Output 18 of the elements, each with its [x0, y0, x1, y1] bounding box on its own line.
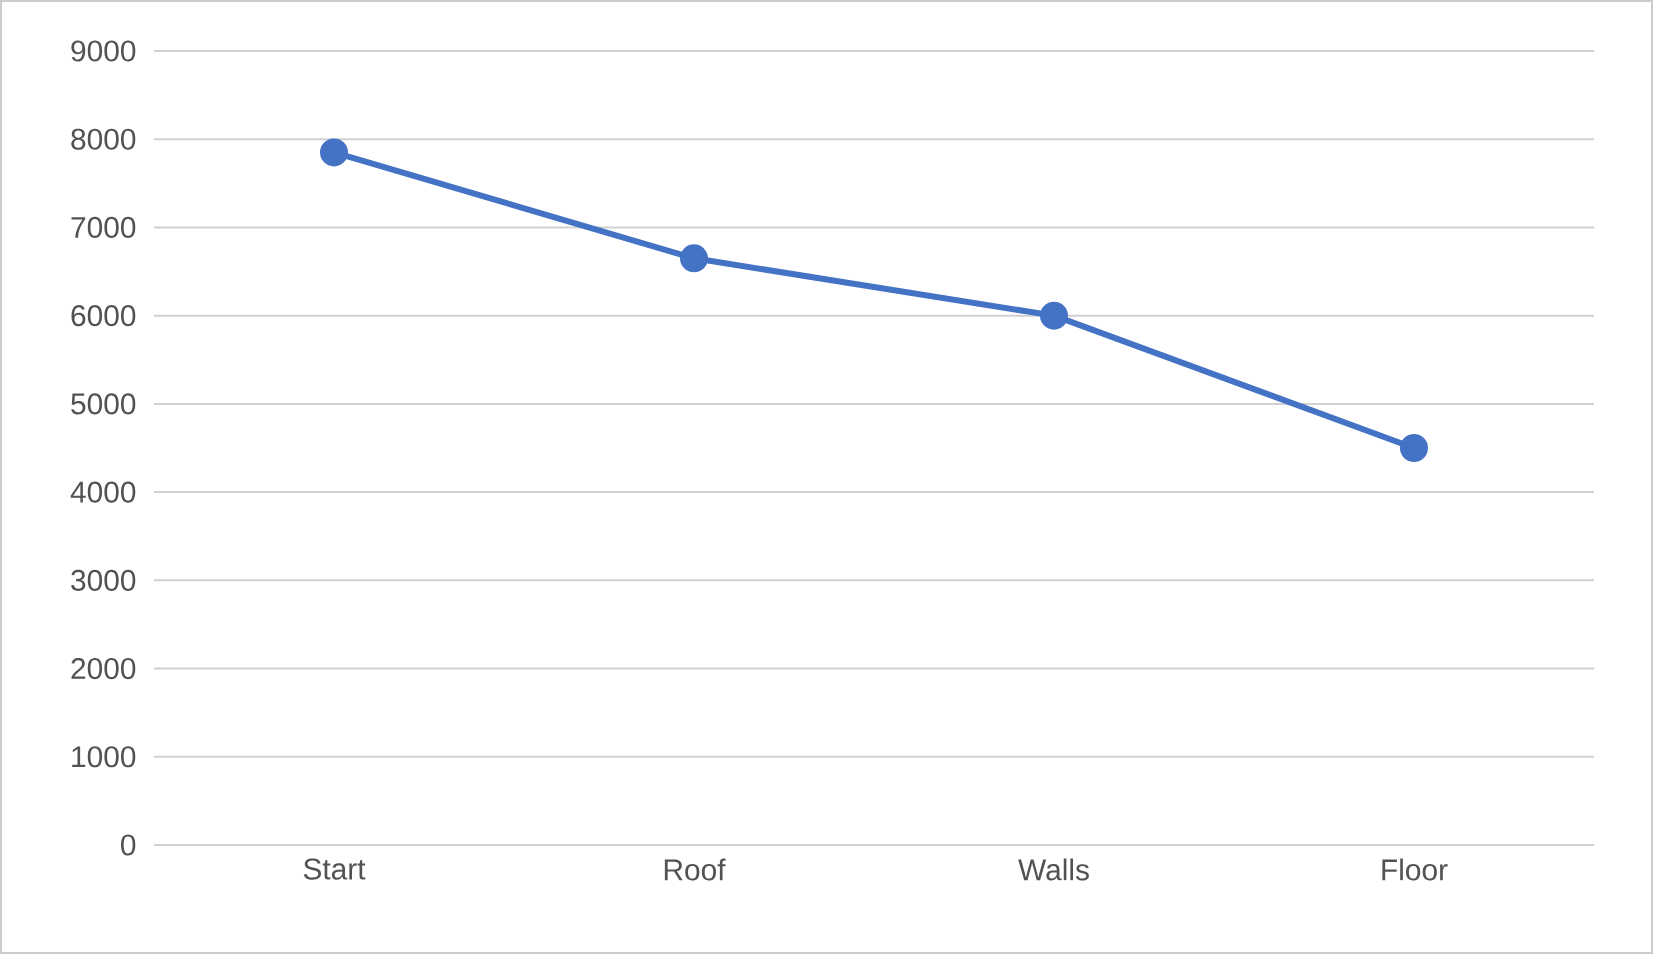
x-tick-label: Floor — [1382, 858, 1448, 881]
y-tick-label: 8000 — [71, 128, 136, 150]
y-tick-label: 2000 — [71, 657, 136, 680]
y-tick-label: 4000 — [70, 481, 136, 503]
x-tick-label: Walls — [1018, 858, 1089, 881]
y-tick-label: 7000 — [71, 216, 136, 239]
point — [680, 244, 708, 273]
point — [1399, 434, 1428, 462]
y-tick-label: 9000 — [71, 40, 136, 62]
point — [1040, 301, 1068, 330]
x-tick-label: Start — [303, 858, 366, 880]
x-tick-label: Roof — [664, 858, 726, 881]
y-tick-label: 6000 — [71, 305, 136, 327]
y-tick-label: 1000 — [72, 746, 136, 768]
point — [320, 138, 348, 167]
y-tick-label: 0 — [121, 834, 136, 856]
y-tick-label: 5000 — [71, 393, 136, 415]
y-tick-label: 3000 — [71, 569, 136, 591]
